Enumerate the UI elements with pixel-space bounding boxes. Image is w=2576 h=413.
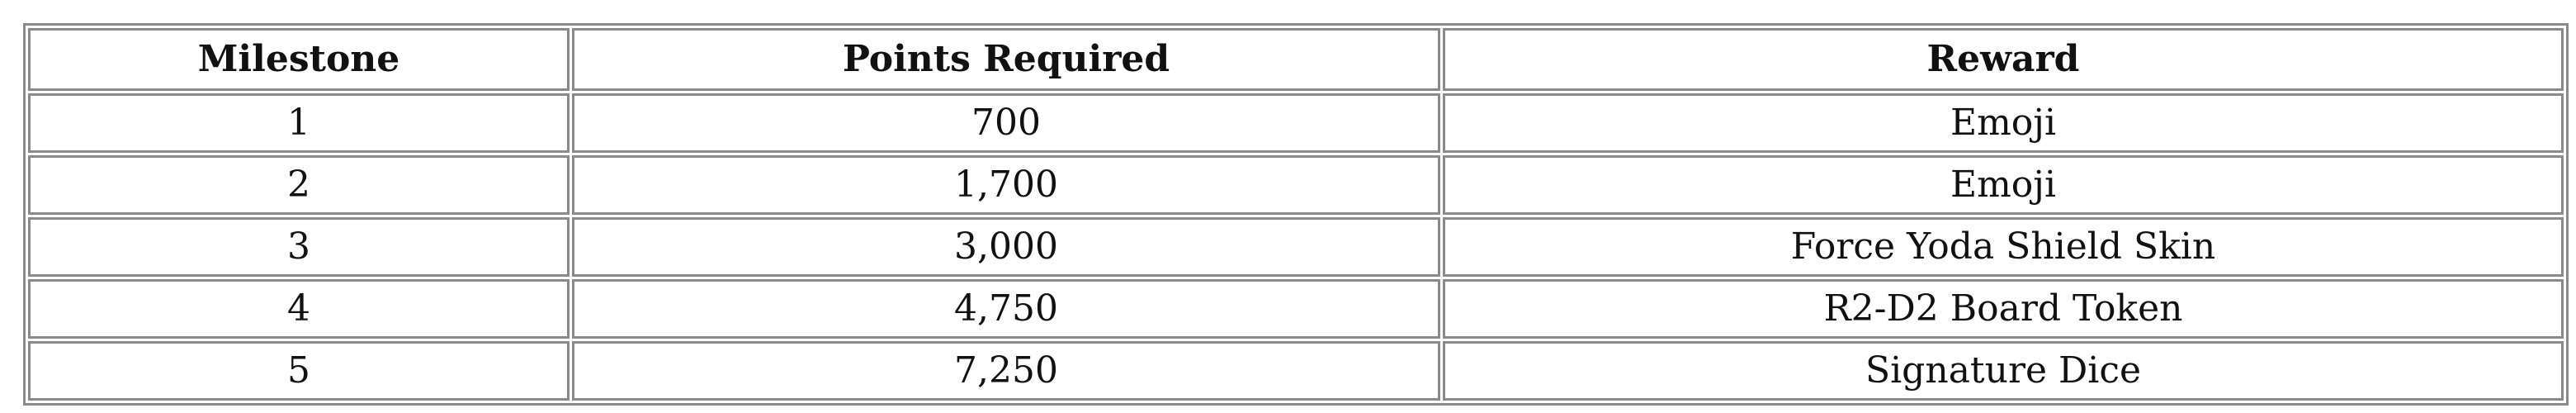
table-row: 2 1,700 Emoji [28,155,2564,215]
reward-cell: Emoji [1443,155,2564,215]
header-reward: Reward [1443,28,2564,91]
reward-cell: Force Yoda Shield Skin [1443,217,2564,277]
reward-cell: R2-D2 Board Token [1443,279,2564,339]
reward-cell: Emoji [1443,93,2564,153]
table-row: 5 7,250 Signature Dice [28,341,2564,401]
milestone-rewards-table: Milestone Points Required Reward 1 700 E… [23,23,2569,406]
points-cell: 700 [572,93,1440,153]
table-row: 4 4,750 R2-D2 Board Token [28,279,2564,339]
milestone-cell: 3 [28,217,570,277]
header-row: Milestone Points Required Reward [28,28,2564,91]
points-cell: 4,750 [572,279,1440,339]
points-cell: 3,000 [572,217,1440,277]
milestone-cell: 4 [28,279,570,339]
points-cell: 1,700 [572,155,1440,215]
milestone-cell: 1 [28,93,570,153]
milestone-cell: 2 [28,155,570,215]
header-milestone: Milestone [28,28,570,91]
reward-cell: Signature Dice [1443,341,2564,401]
table-row: 1 700 Emoji [28,93,2564,153]
table-row: 3 3,000 Force Yoda Shield Skin [28,217,2564,277]
header-points-required: Points Required [572,28,1440,91]
milestone-cell: 5 [28,341,570,401]
points-cell: 7,250 [572,341,1440,401]
